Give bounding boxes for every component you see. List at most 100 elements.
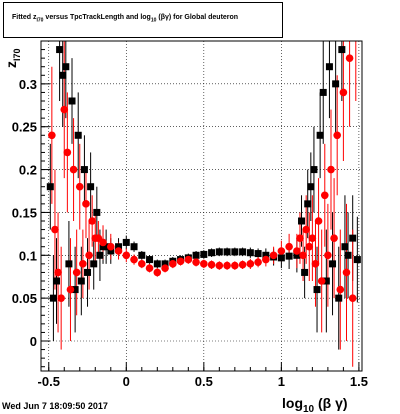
data-point-circle <box>184 255 193 264</box>
data-point-circle <box>223 261 231 270</box>
data-point-square <box>325 63 333 71</box>
data-point-square <box>231 248 239 256</box>
data-point-square <box>56 46 64 54</box>
data-point-square <box>239 248 247 256</box>
data-point-circle <box>339 88 348 97</box>
data-point-square <box>353 256 361 264</box>
data-point-circle <box>54 268 62 277</box>
data-point-square <box>338 46 346 54</box>
data-point-circle <box>57 294 65 302</box>
data-point-circle <box>122 251 131 260</box>
data-point-square <box>53 277 61 285</box>
data-point-square <box>316 131 324 139</box>
y-tick-label: 0.05 <box>12 291 37 306</box>
data-point-square <box>115 243 123 251</box>
data-point-square <box>215 248 223 256</box>
data-point-circle <box>324 251 332 260</box>
data-point-circle <box>51 225 59 234</box>
data-point-circle <box>66 285 75 294</box>
y-tick-label: 0.1 <box>19 248 37 263</box>
svg-text:zI70: zI70 <box>3 48 22 68</box>
data-point-square <box>130 243 138 251</box>
data-point-square <box>46 183 54 191</box>
data-point-circle <box>317 277 326 285</box>
data-point-square <box>322 277 330 285</box>
data-point-square <box>285 252 293 260</box>
data-point-circle <box>145 264 154 272</box>
x-tick-label: 0.5 <box>195 374 213 389</box>
grid-lines <box>41 41 362 371</box>
data-point-square <box>161 260 169 268</box>
plot-frame <box>40 40 363 372</box>
data-point-square <box>62 63 70 71</box>
y-tick-label: 0.15 <box>12 205 37 220</box>
data-point-square <box>223 248 231 256</box>
data-point-square <box>298 217 306 225</box>
data-point-circle <box>114 247 123 255</box>
data-point-square <box>246 249 254 257</box>
data-point-square <box>329 260 337 268</box>
data-point-circle <box>246 260 255 268</box>
data-point-square <box>74 131 82 139</box>
data-point-square <box>304 200 312 208</box>
data-point-square <box>341 243 349 251</box>
x-tick-label: 0 <box>123 374 130 389</box>
data-point-circle <box>60 105 69 114</box>
data-point-square <box>153 260 161 268</box>
x-axis-ticks: -0.5 0 0.5 1 1.5 <box>38 362 368 389</box>
data-point-square <box>319 88 327 96</box>
data-point-circle <box>320 191 329 200</box>
y-tick-label: 0 <box>30 334 37 349</box>
data-point-circle <box>215 261 224 270</box>
data-point-circle <box>169 260 177 268</box>
y-tick-label: 0.2 <box>19 163 37 178</box>
y-tick-label: 0.25 <box>12 120 37 135</box>
data-point-square <box>332 80 340 88</box>
data-point-circle <box>308 234 317 242</box>
data-point-circle <box>88 217 96 225</box>
data-point-circle <box>299 251 307 260</box>
data-point-circle <box>305 242 314 251</box>
data-point-circle <box>345 54 354 62</box>
x-tick-label: 1 <box>278 374 285 389</box>
y-tick-label: 0.3 <box>19 77 37 92</box>
data-point-circle <box>82 200 90 208</box>
data-point-square <box>80 166 88 174</box>
data-point-square <box>301 268 309 276</box>
data-point-circle <box>238 260 247 269</box>
data-point-circle <box>79 260 87 268</box>
data-point-circle <box>314 217 323 225</box>
data-point-circle <box>99 238 107 247</box>
data-point-square <box>87 183 95 191</box>
y-axis-title: zI70 <box>3 48 22 68</box>
data-point-circle <box>192 258 200 266</box>
data-point-circle <box>311 260 320 268</box>
data-point-circle <box>153 268 162 277</box>
data-point-square <box>344 251 352 259</box>
data-point-square <box>200 250 208 258</box>
chart-title: Fitted zI70 versus TpcTrackLength and lo… <box>12 14 239 24</box>
data-point-square <box>49 294 57 302</box>
data-point-square <box>277 254 285 262</box>
data-point-square <box>59 71 67 79</box>
data-point-circle <box>48 131 56 140</box>
data-point-square <box>77 277 85 285</box>
svg-text:log10 (β γ): log10 (β γ) <box>282 395 348 414</box>
chart-title-box: Fitted zI70 versus TpcTrackLength and lo… <box>3 2 283 38</box>
data-point-circle <box>207 260 216 269</box>
x-tick-label: 1.5 <box>350 374 368 389</box>
data-point-circle <box>254 258 262 266</box>
data-point-circle <box>262 255 270 264</box>
x-axis-title: log10 (β γ) <box>282 395 348 414</box>
data-point-circle <box>85 251 93 260</box>
data-point-circle <box>72 268 81 277</box>
data-point-circle <box>302 225 310 234</box>
data-point-square <box>208 249 216 257</box>
data-point-square <box>138 251 146 259</box>
data-point-square <box>262 251 270 259</box>
data-point-circle <box>342 268 351 277</box>
data-point-circle <box>285 242 293 251</box>
data-point-square <box>84 268 92 276</box>
data-point-square <box>96 251 104 259</box>
